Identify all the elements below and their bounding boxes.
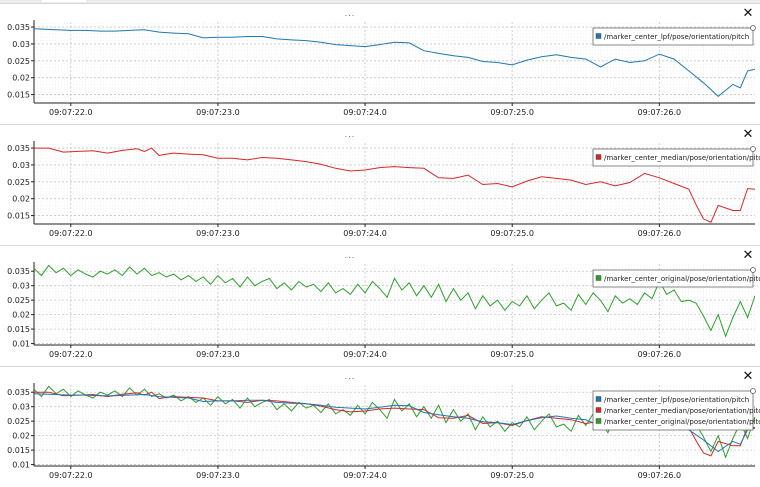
y-tick-label: 0.025 bbox=[7, 417, 30, 426]
legend-handle-icon[interactable] bbox=[750, 267, 756, 273]
close-icon[interactable]: ✕ bbox=[742, 127, 754, 142]
panel-drag-handle[interactable]: ... bbox=[344, 372, 356, 381]
legend-box bbox=[592, 148, 754, 167]
legend-entry-label: /marker_center_lpf/pose/orientation/pitc… bbox=[604, 33, 749, 41]
x-tick-label: 09:07:23.0 bbox=[196, 350, 240, 359]
x-tick-label: 09:07:22.0 bbox=[49, 471, 93, 480]
y-tick-label: 0.02 bbox=[12, 311, 30, 320]
plot-canvas-median[interactable]: 0.035 0.03 0.025 0.02 0.015 09:07:22.0 09:07:2… bbox=[0, 125, 760, 243]
x-tick-label: 09:07:25.0 bbox=[490, 471, 534, 480]
y-tick-label: 0.025 bbox=[7, 178, 30, 187]
legend-swatch bbox=[595, 396, 602, 402]
series-line-marker-center-original bbox=[34, 264, 755, 338]
y-tick-label: 0.035 bbox=[7, 144, 30, 153]
x-tick-label: 09:07:25.0 bbox=[490, 229, 534, 238]
plot-canvas-combined[interactable]: 0.035 0.03 0.025 0.02 0.015 0.01 09:07:22.0 09:… bbox=[0, 367, 760, 485]
legend-handle-icon[interactable] bbox=[750, 25, 756, 31]
x-tick-label: 09:07:26.0 bbox=[638, 471, 682, 480]
x-tick-label: 09:07:22.0 bbox=[49, 350, 93, 359]
y-tick-label: 0.01 bbox=[12, 461, 30, 470]
legend-swatch bbox=[595, 33, 602, 39]
legend[interactable]: /marker_center_original/pose/orientation… bbox=[592, 267, 760, 288]
legend-swatch bbox=[595, 275, 602, 281]
y-tick-label: 0.025 bbox=[7, 57, 30, 66]
legend-entry-label: /marker_center_median/pose/orientation/p… bbox=[604, 407, 760, 415]
legend-box bbox=[592, 269, 754, 288]
plot-canvas-original[interactable]: 0.035 0.03 0.025 0.02 0.015 0.01 09:07:22.0 09:… bbox=[0, 246, 760, 364]
plot-panel-lpf: ... ✕ 0.035 0.03 0.025 0.02 0.015 09:07:22.0 0… bbox=[0, 3, 760, 121]
major-grid bbox=[34, 143, 755, 224]
x-tick-label: 09:07:24.0 bbox=[343, 350, 387, 359]
y-tick-label: 0.035 bbox=[7, 267, 30, 276]
y-tick-label: 0.02 bbox=[12, 74, 30, 83]
y-tick-label: 0.03 bbox=[12, 282, 30, 291]
legend-entry-label: /marker_center_lpf/pose/orientation/pitc… bbox=[604, 396, 749, 404]
y-tick-label: 0.015 bbox=[7, 446, 30, 455]
y-tick-label: 0.03 bbox=[12, 40, 30, 49]
x-tick-label: 09:07:22.0 bbox=[49, 229, 93, 238]
y-tick-label: 0.02 bbox=[12, 432, 30, 441]
x-tick-label: 09:07:24.0 bbox=[343, 229, 387, 238]
y-tick-label: 0.03 bbox=[12, 403, 30, 412]
y-tick-label: 0.035 bbox=[7, 388, 30, 397]
y-tick-label: 0.01 bbox=[12, 340, 30, 349]
x-tick-label: 09:07:23.0 bbox=[196, 471, 240, 480]
y-tick-label: 0.015 bbox=[7, 212, 30, 221]
legend-box bbox=[592, 390, 754, 431]
legend[interactable]: /marker_center_lpf/pose/orientation/pitc… bbox=[592, 25, 756, 46]
legend-swatch bbox=[595, 418, 602, 424]
legend-swatch bbox=[595, 407, 602, 413]
x-tick-label: 09:07:26.0 bbox=[638, 108, 682, 117]
plot-panel-combined: ... ✕ 0.035 0.03 0.025 0.02 0.015 0.01 09:07:2… bbox=[0, 366, 760, 484]
close-icon[interactable]: ✕ bbox=[742, 369, 754, 384]
x-tick-label: 09:07:26.0 bbox=[638, 229, 682, 238]
x-tick-label: 09:07:23.0 bbox=[196, 229, 240, 238]
top-tab-strip bbox=[0, 0, 760, 3]
legend-box bbox=[592, 27, 754, 46]
x-tick-label: 09:07:22.0 bbox=[49, 108, 93, 117]
panel-drag-handle[interactable]: ... bbox=[344, 251, 356, 260]
close-icon[interactable]: ✕ bbox=[742, 6, 754, 21]
legend-swatch bbox=[595, 154, 602, 160]
legend-entry-label: /marker_center_median/pose/orientation/p… bbox=[604, 154, 760, 162]
panel-drag-handle[interactable]: ... bbox=[344, 130, 356, 139]
y-tick-label: 0.025 bbox=[7, 296, 30, 305]
active-tab-indicator bbox=[42, 0, 86, 2]
x-tick-label: 09:07:25.0 bbox=[490, 108, 534, 117]
plot-panel-median: ... ✕ 0.035 0.03 0.025 0.02 0.015 09:07:22.0 0… bbox=[0, 124, 760, 242]
panel-drag-handle[interactable]: ... bbox=[344, 9, 356, 18]
plot-canvas-lpf[interactable]: 0.035 0.03 0.025 0.02 0.015 09:07:22.0 09:07:2… bbox=[0, 4, 760, 122]
y-tick-label: 0.015 bbox=[7, 91, 30, 100]
legend-handle-icon[interactable] bbox=[750, 388, 756, 394]
x-tick-label: 09:07:23.0 bbox=[196, 108, 240, 117]
y-tick-label: 0.035 bbox=[7, 23, 30, 32]
plot-panel-original: ... ✕ 0.035 0.03 0.025 0.02 0.015 0.01 09:07:2… bbox=[0, 245, 760, 363]
x-tick-label: 09:07:24.0 bbox=[343, 471, 387, 480]
series-line-marker-center-median bbox=[34, 147, 755, 223]
y-tick-label: 0.02 bbox=[12, 195, 30, 204]
series-line-marker-center-lpf bbox=[34, 28, 755, 97]
legend-entry-label: /marker_center_original/pose/orientation… bbox=[604, 275, 760, 283]
x-tick-label: 09:07:26.0 bbox=[638, 350, 682, 359]
x-tick-label: 09:07:25.0 bbox=[490, 350, 534, 359]
y-tick-label: 0.015 bbox=[7, 325, 30, 334]
x-tick-label: 09:07:24.0 bbox=[343, 108, 387, 117]
legend[interactable]: /marker_center_median/pose/orientation/p… bbox=[592, 146, 760, 167]
y-tick-label: 0.03 bbox=[12, 161, 30, 170]
legend-handle-icon[interactable] bbox=[750, 146, 756, 152]
legend-entry-label: /marker_center_original/pose/orientation… bbox=[604, 418, 760, 426]
close-icon[interactable]: ✕ bbox=[742, 248, 754, 263]
legend[interactable]: /marker_center_lpf/pose/orientation/pitc… bbox=[592, 388, 760, 431]
